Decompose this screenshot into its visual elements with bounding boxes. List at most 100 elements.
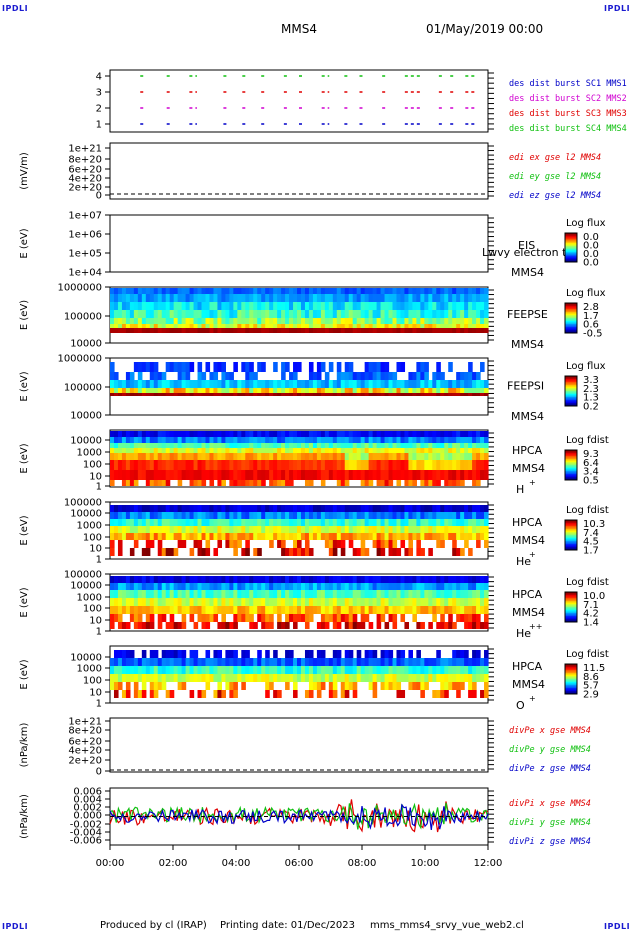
hpca_hepp-cell	[400, 598, 406, 606]
hpca_o-cell	[173, 674, 179, 682]
hpca_he-cell	[181, 512, 187, 519]
hpca_he-colorbar-frame	[564, 519, 578, 551]
hpca_o-cell	[233, 658, 238, 666]
hpca_he-cell	[297, 540, 302, 548]
hpca_hepp-cell	[249, 622, 254, 629]
hpca_hepp-cell	[149, 614, 155, 622]
feepse-cell	[181, 318, 187, 324]
hpca_h-cell	[360, 437, 366, 443]
hpca_h-cell	[113, 437, 119, 443]
feepse-cell	[121, 324, 127, 328]
hpca_hepp-cell	[332, 583, 338, 590]
feepsi-cell	[416, 372, 421, 380]
hpca_h-cell	[225, 448, 230, 453]
feepse-cell	[300, 328, 306, 333]
hpca_h-cell	[253, 448, 258, 453]
hpca_hepp-cell	[285, 590, 290, 598]
feepse-cell	[444, 328, 449, 333]
hpca_h-cell	[344, 448, 350, 453]
hpca_he-cell	[444, 519, 449, 526]
feepse-cell	[165, 324, 171, 328]
hpca_h-cell	[336, 453, 342, 460]
hpca_h-cell	[320, 480, 326, 486]
hpca_h-cell	[380, 443, 386, 448]
hpca_hepp-colorbar-cell	[565, 601, 577, 603]
hpca_he-cell	[372, 540, 378, 548]
hpca_h-colorbar-cell	[565, 466, 577, 469]
hpca_h-cell	[277, 437, 282, 443]
hpca_hepp-cell	[181, 590, 187, 598]
hpca_o-cell	[217, 690, 223, 698]
hpca_he-cell	[364, 548, 370, 556]
hpca_h-cell	[440, 470, 445, 480]
hpca_h-cell	[468, 443, 473, 448]
feepse-cell	[185, 328, 191, 333]
hpca_o-cell	[133, 682, 139, 690]
feepse-cell	[400, 324, 406, 328]
hpca_he-cell	[149, 533, 155, 540]
hpca_o-cell	[293, 674, 298, 682]
feepse-cell	[340, 288, 346, 294]
hpca_o-cell	[344, 682, 350, 690]
hpca_h-cell	[169, 460, 175, 470]
hpca_h-cell	[145, 431, 151, 437]
feepsi-cell	[169, 362, 175, 372]
feepsi-cell	[424, 362, 429, 372]
feepse-cell	[285, 328, 290, 333]
feepse-cell	[312, 324, 318, 328]
hpca_hepp-cell	[348, 622, 354, 629]
hpca_hepp-cell	[444, 583, 449, 590]
feepsi-ytick-label: 10000	[70, 411, 102, 422]
hpca_hepp-cell	[165, 622, 171, 629]
hpca_h-cell	[312, 431, 318, 437]
feepse-cell	[416, 324, 421, 328]
feepse-cell	[440, 310, 445, 318]
feepse-cell	[137, 310, 143, 318]
hpca_h-cell	[404, 453, 410, 460]
feepse-cell	[328, 324, 334, 328]
feepse-cell	[125, 288, 131, 294]
feepsi-cell	[476, 380, 481, 388]
feepsi-cell	[117, 380, 123, 388]
hpca_he-cell	[221, 512, 226, 519]
feepsi-cell	[157, 388, 163, 393]
hpca_he-ytick-label: 100	[83, 533, 102, 544]
eis-colorbar-cell	[565, 237, 577, 240]
burst-frame	[109, 69, 489, 133]
hpca_o-cell	[336, 658, 342, 666]
hpca_h-cell	[197, 480, 203, 486]
feepse-cell	[372, 318, 378, 324]
hpca_o-cell	[213, 666, 219, 674]
feepse-cell	[269, 328, 274, 333]
feepse-cell	[480, 294, 485, 302]
feepsi-cell	[281, 362, 286, 372]
divpe-ytick-label: 4e+20	[68, 746, 102, 757]
hpca_o-cell	[153, 674, 159, 682]
hpca_o-cell	[464, 658, 469, 666]
hpca_o-colorbar-cell	[565, 680, 577, 683]
divpe-ytick-label: 1e+21	[68, 717, 102, 728]
feepse-cell	[233, 288, 238, 294]
eis-colorbar-tick: 0.0	[583, 257, 599, 268]
feepse-cell	[237, 288, 242, 294]
hpca_h-cell	[460, 453, 465, 460]
hpca_h-cell	[476, 437, 481, 443]
hpca_o-colorbar-tick: 5.7	[583, 681, 599, 692]
feepse-cell	[372, 328, 378, 333]
hpca_he-cell	[157, 519, 163, 526]
hpca_hepp-cell	[420, 606, 425, 614]
hpca_o-cell	[257, 674, 262, 682]
feepse-cell	[205, 324, 211, 328]
feepse-cell	[368, 288, 374, 294]
feepse-cell	[300, 324, 306, 328]
hpca_he-cell	[173, 512, 179, 519]
hpca_o-cell	[428, 658, 433, 666]
feepse-colorbar-cell	[565, 330, 577, 332]
hpca_hepp-cell	[293, 590, 298, 598]
hpca_h-cell	[364, 431, 370, 437]
feepse-cell	[328, 302, 334, 310]
feepse-cell	[452, 288, 457, 294]
hpca_o-cell	[129, 650, 135, 658]
hpca_hepp-cell	[388, 606, 394, 614]
hpca_hepp-cell	[448, 598, 453, 606]
